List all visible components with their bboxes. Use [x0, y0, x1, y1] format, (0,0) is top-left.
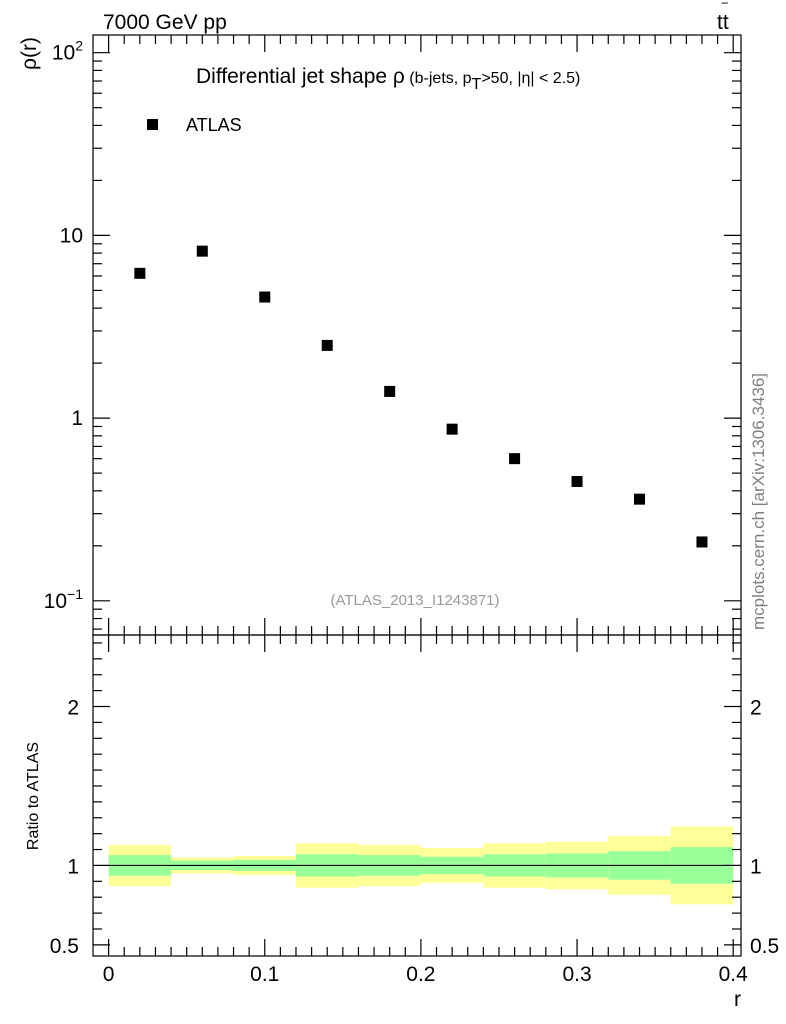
y-tick-label-base: 10 [52, 42, 75, 65]
x-tick-label: 0.4 [719, 963, 749, 986]
data-point [509, 453, 521, 465]
legend-label: ATLAS [186, 115, 242, 135]
plot-title-sub: (b-jets, p [405, 70, 472, 87]
data-point [321, 339, 333, 351]
data-point [696, 536, 708, 548]
x-tick-label: 0.3 [562, 963, 591, 986]
data-point [134, 267, 146, 279]
data-point [259, 291, 271, 303]
x-tick-label: 0.2 [406, 963, 435, 986]
x-axis-label: r [734, 988, 741, 1011]
source-credit: mcplots.cern.ch [arXiv:1306.3436] [749, 373, 768, 630]
data-point [196, 245, 208, 257]
ratio-y-tick-label-right: 1 [750, 855, 762, 878]
plot-title-subscript: T [472, 76, 482, 93]
y-tick-label: 10 [60, 224, 83, 247]
x-tick-label: 0 [103, 963, 115, 986]
ratio-y-tick-label-left: 0.5 [50, 935, 79, 958]
data-points [134, 245, 708, 548]
y-axis-label-bottom: Ratio to ATLAS [25, 742, 42, 850]
plot-title-main: Differential jet shape [196, 65, 393, 88]
data-point [384, 385, 396, 397]
data-point [634, 493, 646, 505]
plot-title-symbol: ρ [393, 65, 405, 88]
legend: ATLAS [147, 115, 242, 135]
process-base: tt [717, 11, 729, 34]
process-bar: ‾ [721, 2, 728, 19]
ratio-y-tick-label-left: 2 [67, 697, 79, 720]
y-tick-label: 10−1 [44, 586, 84, 613]
process-label: tt ‾ [717, 2, 729, 34]
ratio-plot-frame [92, 634, 742, 957]
energy-label: 7000 GeV pp [103, 11, 227, 34]
y-tick-label-exp: −1 [67, 586, 83, 602]
y-tick-label: 102 [52, 38, 83, 65]
ratio-y-tick-label-right: 2 [750, 697, 762, 720]
y-tick-label-exp: 2 [75, 38, 83, 54]
x-tick-label: 0.1 [250, 963, 279, 986]
data-point [446, 423, 458, 435]
y-axis-label-top: ρ(r) [18, 37, 41, 70]
analysis-watermark: (ATLAS_2013_I1243871) [330, 592, 499, 609]
ratio-y-tick-label-left: 1 [67, 855, 79, 878]
plot-title: Differential jet shape ρ (b-jets, pT>50,… [196, 65, 580, 93]
legend-marker [147, 119, 158, 130]
ratio-panel: 0.5 0.5 1 1 2 2 0 0.1 0.2 0.3 0.4 Ratio to ATLAS r [25, 634, 779, 1011]
plot-title-sub-close: >50, |η| < 2.5) [481, 70, 580, 87]
ratio-y-tick-label-right: 0.5 [750, 935, 779, 958]
y-tick-label: 1 [71, 407, 83, 430]
data-point [571, 475, 583, 487]
y-tick-label-base: 10 [44, 590, 67, 613]
ratio-ticks: 0.5 0.5 1 1 2 2 0 0.1 0.2 0.3 0.4 [50, 635, 779, 986]
